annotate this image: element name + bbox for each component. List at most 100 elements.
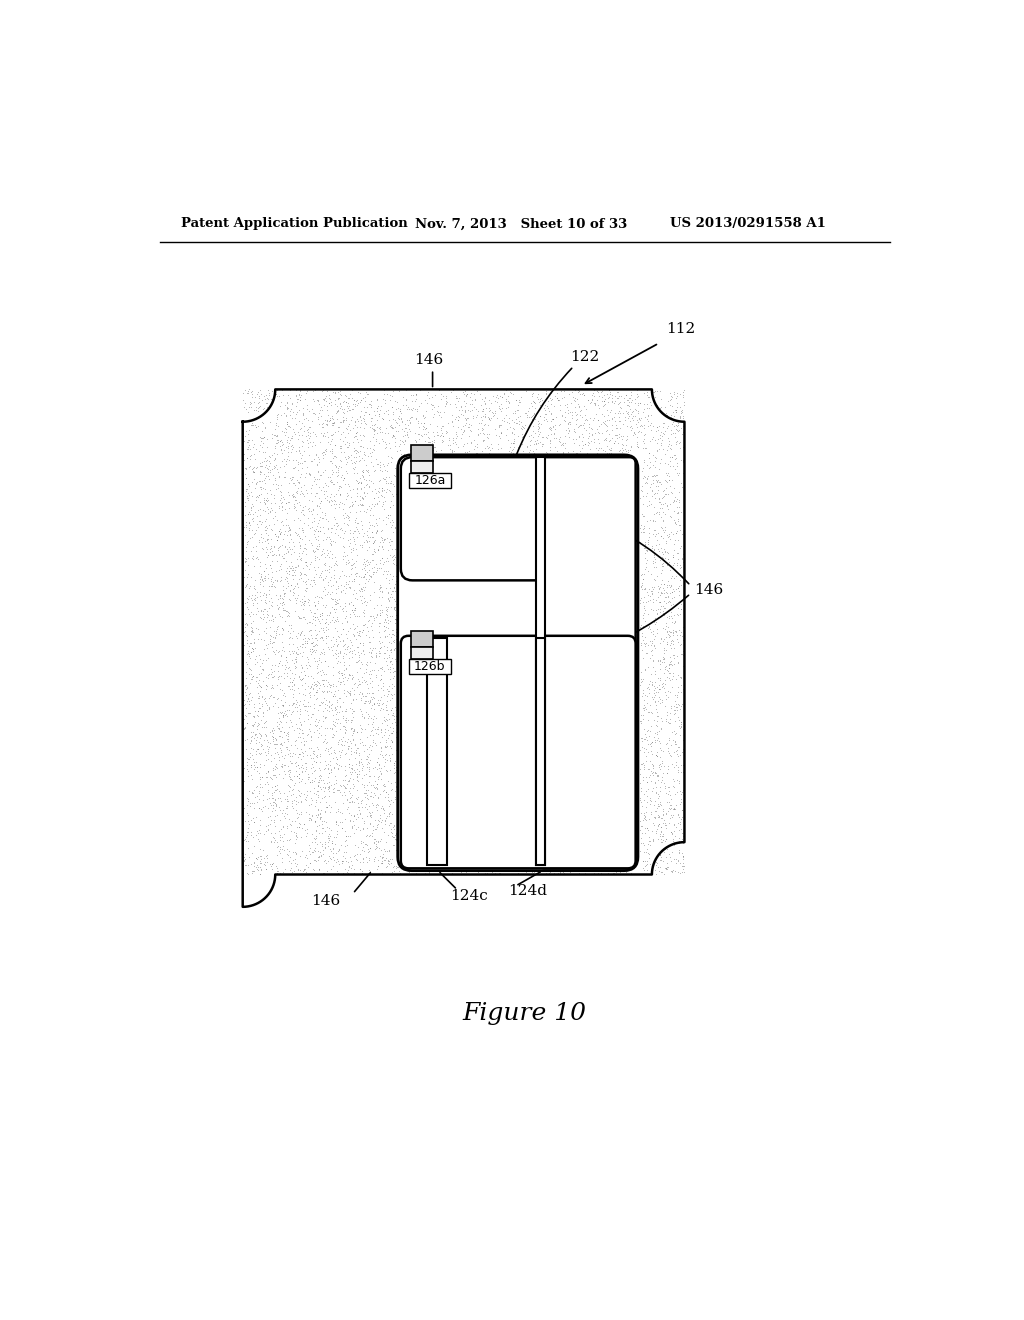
Point	[285, 694, 301, 715]
Point	[372, 482, 388, 503]
Point	[386, 597, 402, 618]
Point	[366, 549, 382, 570]
Point	[671, 842, 687, 863]
Point	[351, 424, 368, 445]
Point	[674, 799, 690, 820]
Point	[310, 858, 327, 879]
Point	[358, 793, 375, 814]
Point	[542, 416, 558, 437]
Point	[433, 379, 450, 400]
Point	[649, 623, 666, 644]
Point	[313, 834, 330, 855]
Point	[286, 494, 302, 515]
Point	[358, 779, 375, 800]
Point	[325, 781, 341, 803]
Point	[288, 450, 304, 471]
Point	[311, 449, 328, 470]
Point	[500, 586, 516, 607]
Point	[297, 533, 313, 554]
Point	[237, 560, 253, 581]
Point	[657, 627, 674, 648]
Point	[294, 742, 310, 763]
Point	[332, 483, 348, 504]
Point	[477, 619, 494, 640]
Point	[334, 784, 350, 805]
Point	[642, 618, 658, 639]
Point	[288, 385, 304, 407]
Point	[323, 587, 339, 609]
Point	[328, 512, 344, 533]
Point	[257, 384, 273, 405]
Point	[308, 675, 325, 696]
Point	[281, 676, 297, 697]
Point	[278, 453, 294, 474]
Point	[264, 428, 281, 449]
Point	[645, 777, 662, 799]
Point	[253, 477, 269, 498]
Point	[521, 602, 538, 623]
Point	[475, 424, 492, 445]
Point	[652, 816, 669, 837]
Point	[425, 440, 441, 461]
Point	[609, 387, 626, 408]
Point	[636, 429, 652, 450]
Point	[659, 853, 676, 874]
Point	[670, 598, 686, 619]
Point	[236, 718, 252, 739]
Point	[509, 614, 525, 635]
Point	[650, 581, 667, 602]
Point	[387, 660, 403, 681]
Point	[287, 408, 303, 429]
Point	[387, 771, 403, 792]
Point	[663, 784, 679, 805]
Point	[635, 678, 651, 700]
Point	[391, 589, 408, 610]
Point	[658, 667, 675, 688]
Point	[306, 602, 323, 623]
Point	[355, 442, 372, 463]
Point	[641, 451, 657, 473]
Point	[641, 682, 657, 704]
Point	[650, 668, 667, 689]
Point	[657, 483, 674, 504]
Point	[276, 659, 293, 680]
Point	[358, 746, 375, 767]
Point	[650, 649, 667, 671]
Point	[323, 841, 339, 862]
Point	[655, 639, 672, 660]
Point	[435, 426, 452, 447]
Point	[362, 672, 379, 693]
Point	[272, 721, 289, 742]
Point	[306, 639, 323, 660]
Point	[339, 396, 355, 417]
Point	[246, 713, 262, 734]
Point	[353, 400, 370, 421]
Point	[543, 404, 559, 425]
Point	[309, 546, 326, 568]
Point	[286, 457, 302, 478]
Point	[258, 623, 274, 644]
Point	[650, 577, 667, 598]
Point	[642, 510, 658, 531]
Point	[639, 408, 655, 429]
Point	[240, 688, 256, 709]
Point	[311, 520, 328, 541]
Point	[240, 677, 256, 698]
Point	[674, 828, 690, 849]
Point	[325, 412, 341, 433]
Point	[670, 737, 686, 758]
Point	[470, 597, 486, 618]
Point	[274, 817, 291, 838]
Point	[520, 441, 537, 462]
Point	[327, 498, 343, 519]
Point	[296, 586, 312, 607]
Point	[482, 440, 499, 461]
Point	[332, 595, 348, 616]
Point	[325, 574, 341, 595]
Point	[362, 442, 379, 463]
Point	[341, 855, 357, 876]
Point	[483, 578, 500, 599]
Point	[365, 725, 381, 746]
Point	[266, 727, 283, 748]
Point	[348, 391, 365, 412]
